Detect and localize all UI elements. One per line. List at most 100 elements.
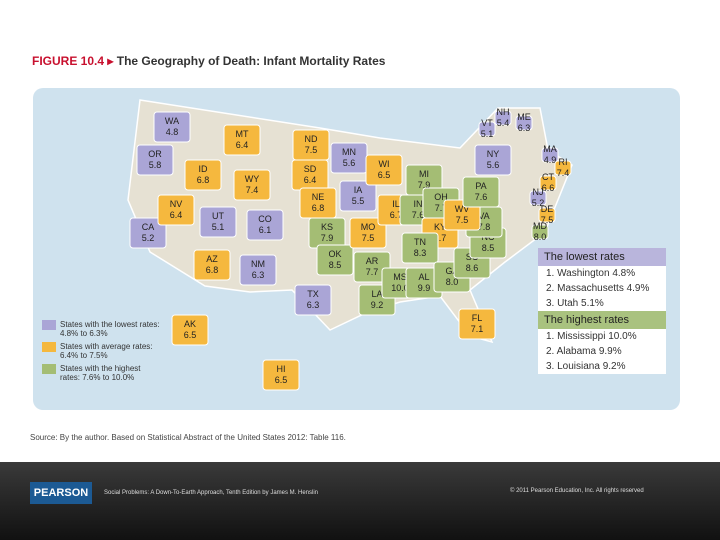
state-rate: 6.5: [378, 170, 391, 180]
state-abbr: CT: [542, 172, 554, 182]
state-shape: [554, 160, 572, 176]
state-rate: 8.0: [446, 277, 459, 287]
state-abbr: UT: [212, 211, 224, 221]
state-abbr: MT: [236, 129, 249, 139]
state-shape: [316, 244, 354, 276]
legend-swatch: [42, 364, 56, 374]
state-rate: 5.1: [481, 129, 494, 139]
state-shape: [474, 144, 512, 176]
highest-title: The highest rates: [538, 311, 666, 329]
state-abbr: ID: [199, 164, 209, 174]
state-rate: 7.1: [471, 324, 484, 334]
copyright: © 2011 Pearson Education, Inc. All right…: [510, 488, 644, 494]
rate-item: 1. Mississippi 10.0%: [546, 331, 637, 342]
state-abbr: WI: [379, 159, 390, 169]
state-shape: [294, 284, 332, 316]
state-rate: 5.6: [487, 160, 500, 170]
legend-item: States with average rates: 6.4% to 7.5%: [42, 342, 162, 360]
state-rate: 6.8: [197, 175, 210, 185]
state-rate: 4.8: [166, 127, 179, 137]
state-rate: 9.2: [371, 300, 384, 310]
state-abbr: KY: [434, 222, 446, 232]
state-abbr: SD: [304, 164, 317, 174]
state-rate: 6.5: [275, 375, 288, 385]
state-rate: 8.3: [414, 248, 427, 258]
state-shape: [531, 224, 549, 240]
state-rate: 7.9: [321, 233, 334, 243]
state-abbr: MN: [342, 147, 356, 157]
state-abbr: DE: [541, 204, 554, 214]
state-abbr: AR: [366, 256, 379, 266]
state-rate: 7.4: [557, 168, 570, 178]
state-shape: [529, 190, 547, 206]
arrow: ▸: [107, 54, 114, 68]
state-shape: [401, 232, 439, 264]
state-abbr: ME: [517, 112, 531, 122]
state-shape: [233, 169, 271, 201]
state-rate: 7.4: [246, 185, 259, 195]
state-rate: 5.8: [149, 160, 162, 170]
map: WA4.8OR5.8CA5.2NV6.4ID6.8MT6.4WY7.4UT5.1…: [33, 88, 680, 410]
state-rate: 6.8: [312, 203, 325, 213]
state-shape: [193, 249, 231, 281]
state-shape: [157, 194, 195, 226]
state-rate: 4.9: [544, 155, 557, 165]
state-abbr: RI: [559, 157, 568, 167]
state-abbr: WY: [245, 174, 260, 184]
legend-swatch: [42, 342, 56, 352]
state-abbr: MI: [419, 169, 429, 179]
state-rate: 5.2: [532, 198, 545, 208]
rates-box: The lowest rates 1. Washington 4.8% 2. Ma…: [538, 248, 666, 374]
state-rate: 8.5: [329, 260, 342, 270]
state-shape: [171, 314, 209, 346]
state-shape: [494, 110, 512, 126]
legend-label: States with the highest rates: 7.6% to 1…: [60, 364, 141, 382]
state-rate: 5.6: [343, 158, 356, 168]
state-rate: 7.8: [478, 222, 491, 232]
state-abbr: WV: [455, 204, 470, 214]
state-shape: [478, 121, 496, 137]
state-rate: 6.7: [390, 210, 403, 220]
state-shape: [339, 180, 377, 212]
state-rate: 5.4: [497, 118, 510, 128]
state-abbr: AZ: [206, 254, 218, 264]
state-abbr: OK: [328, 249, 341, 259]
rate-item: 3. Louisiana 9.2%: [546, 361, 626, 372]
state-abbr: VA: [478, 211, 489, 221]
state-abbr: VT: [481, 118, 493, 128]
state-rate: 10.0: [391, 283, 409, 293]
state-abbr: CA: [142, 222, 155, 232]
state-rate: 5.1: [212, 222, 225, 232]
rate-item: 3. Utah 5.1%: [546, 298, 604, 309]
legend-label: States with the lowest rates: 4.8% to 6.…: [60, 320, 160, 338]
legend-label: States with average rates: 6.4% to 7.5%: [60, 342, 153, 360]
state-shape: [541, 147, 559, 163]
footer: PEARSON Social Problems: A Down-To-Earth…: [0, 462, 720, 540]
state-shape: [246, 209, 284, 241]
state-rate: 7.5: [456, 215, 469, 225]
state-shape: [223, 124, 261, 156]
state-rate: 6.8: [206, 265, 219, 275]
state-abbr: IA: [354, 185, 363, 195]
state-abbr: HI: [277, 364, 286, 374]
state-shape: [129, 217, 167, 249]
legend-swatch: [42, 320, 56, 330]
rate-item: 1. Washington 4.8%: [546, 268, 636, 279]
state-abbr: ND: [305, 134, 318, 144]
state-shape: [136, 144, 174, 176]
state-abbr: AL: [418, 272, 429, 282]
state-rate: 7.7: [435, 203, 448, 213]
publisher-logo: PEARSON: [30, 482, 92, 504]
state-shape: [239, 254, 277, 286]
state-rate: 5.5: [352, 196, 365, 206]
state-shape: [262, 359, 300, 391]
state-abbr: NE: [312, 192, 325, 202]
state-shape: [515, 115, 533, 131]
lowest-title: The lowest rates: [538, 248, 666, 266]
state-rate: 6.1: [259, 225, 272, 235]
state-abbr: NH: [497, 107, 510, 117]
state-rate: 8.5: [482, 243, 495, 253]
state-abbr: IL: [392, 199, 400, 209]
state-abbr: OR: [148, 149, 162, 159]
